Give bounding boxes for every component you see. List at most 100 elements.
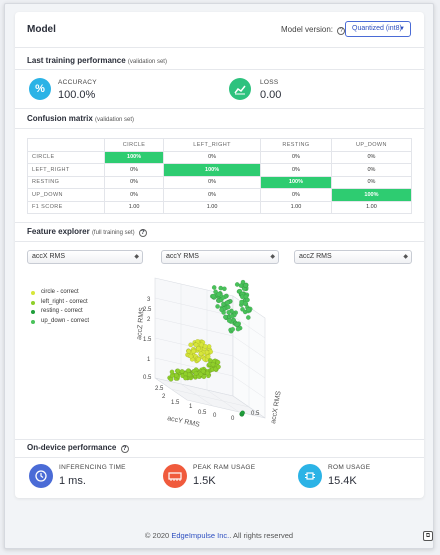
- footer: © 2020 EdgeImpulse Inc.. All rights rese…: [5, 531, 433, 540]
- loss-label: LOSS: [260, 79, 279, 86]
- scatter-point: [200, 368, 206, 374]
- help-icon[interactable]: ?: [138, 229, 147, 237]
- scatter-point: [188, 353, 194, 359]
- y-tick-label: 1: [189, 404, 193, 410]
- chevron-down-icon: ▼: [399, 26, 405, 32]
- ondevice-title: On-device performance: [27, 443, 117, 452]
- scatter-point: [198, 351, 204, 357]
- x-tick-label: 0.5: [251, 411, 260, 417]
- legend-label: resting - correct: [41, 308, 83, 314]
- z-axis-select[interactable]: accZ RMS ◆: [294, 250, 412, 264]
- scatter-point: [243, 300, 248, 306]
- x-tick-label: 0: [231, 416, 235, 422]
- scatter-point: [226, 318, 232, 323]
- scatter-point: [222, 314, 228, 320]
- legend-item[interactable]: resting - correct: [31, 308, 89, 318]
- legend-swatch: [31, 300, 35, 305]
- scatter-point: [216, 291, 222, 297]
- explorer-title: Feature explorer: [27, 227, 90, 236]
- training-subtitle: (validation set): [127, 59, 167, 65]
- scatter-point: [183, 375, 188, 381]
- z-axis-title: accZ RMS: [136, 307, 146, 340]
- scatter-point: [196, 356, 201, 362]
- scatter-point: [215, 359, 221, 365]
- scatter-point: [213, 289, 218, 295]
- z-tick-label: 2.5: [143, 307, 152, 313]
- column-header: UP_DOWN: [330, 138, 413, 152]
- scatter-point: [245, 315, 251, 320]
- row-header: UP_DOWN: [27, 188, 105, 202]
- chevron-updown-icon: ◆: [270, 254, 275, 260]
- y-tick-label: 1.5: [171, 400, 180, 406]
- scatter-point: [188, 342, 194, 348]
- y-tick-label: 2: [162, 394, 166, 400]
- scatter-point: [240, 410, 245, 416]
- table-cell: 1.00: [330, 200, 413, 214]
- table-cell: 0%: [103, 175, 165, 189]
- table-cell: 0%: [330, 150, 413, 164]
- legend-item[interactable]: up_down - correct: [31, 318, 89, 328]
- scatter-point: [216, 364, 221, 370]
- inferencing-value: 1 ms.: [59, 475, 86, 487]
- table-cell: 0%: [260, 163, 332, 177]
- z-tick-label: 2: [147, 317, 151, 323]
- table-cell: 0%: [163, 188, 262, 202]
- model-version-select[interactable]: Quantized (int8) ▼: [345, 21, 411, 37]
- divider: [15, 439, 424, 440]
- legend-label: up_down - correct: [41, 317, 90, 324]
- legend-label: circle - correct: [41, 289, 79, 295]
- rom-value: 15.4K: [328, 475, 357, 487]
- table-cell: 0%: [330, 163, 413, 177]
- scatter-point: [205, 354, 211, 359]
- percent-icon: %: [29, 78, 51, 100]
- scatter-point: [202, 343, 208, 349]
- scatter-point: [219, 307, 224, 313]
- column-header: CIRCLE: [103, 138, 165, 152]
- confusion-section-title: Confusion matrix (validation set): [27, 114, 134, 123]
- scatter-point: [243, 282, 248, 288]
- copyright-text: © 2020: [144, 531, 170, 540]
- x-axis-title: accX RMS: [270, 390, 283, 424]
- y-axis-value: accY RMS: [166, 253, 199, 260]
- company-link[interactable]: EdgeImpulse Inc.: [171, 531, 230, 540]
- table-cell: 0%: [330, 175, 413, 189]
- divider: [15, 128, 424, 129]
- accuracy-label: ACCURACY: [58, 79, 97, 86]
- legend-swatch: [31, 291, 35, 295]
- y-axis-select[interactable]: accY RMS ◆: [161, 250, 279, 264]
- legend-item[interactable]: left_right - correct: [31, 299, 89, 309]
- legend-item[interactable]: circle - correct: [31, 289, 89, 299]
- ram-value: 1.5K: [193, 475, 216, 487]
- scatter-point: [234, 322, 240, 327]
- model-version-label: Model version: ?: [281, 25, 346, 35]
- row-header: CIRCLE: [27, 150, 105, 164]
- scatter-point: [193, 342, 199, 348]
- feature-scatter-plot[interactable]: 3 2.5 2 1.5 1 0.5 accZ RMS 2.5 2 1.5 1 0…: [125, 268, 305, 438]
- scatter-point: [210, 293, 216, 299]
- help-icon[interactable]: ?: [120, 445, 129, 453]
- app-frame: Model Model version: ? Quantized (int8) …: [4, 3, 434, 549]
- help-icon[interactable]: ?: [337, 27, 346, 35]
- y-axis-title: accY RMS: [167, 415, 201, 429]
- plot-legend: circle - correct left_right - correct re…: [31, 289, 89, 327]
- scatter-point: [210, 362, 216, 367]
- expand-icon[interactable]: ⧉: [423, 531, 433, 541]
- z-tick-label: 0.5: [143, 375, 152, 381]
- table-corner-cell: [27, 138, 105, 152]
- table-cell: 100%: [330, 188, 413, 202]
- scatter-point: [240, 306, 245, 312]
- scatter-point: [246, 307, 251, 312]
- explorer-section-title: Feature explorer (full training set) ?: [27, 227, 147, 237]
- divider: [15, 457, 424, 458]
- scatter-points: [167, 279, 253, 417]
- clock-icon: [29, 464, 53, 488]
- z-tick-label: 1.5: [143, 337, 152, 343]
- scatter-point: [175, 368, 181, 374]
- line-chart-icon: [229, 78, 251, 100]
- x-axis-select[interactable]: accX RMS ◆: [27, 250, 143, 264]
- scatter-point: [201, 374, 207, 380]
- table-row: UP_DOWN 0% 0% 0% 100%: [27, 188, 413, 202]
- divider: [15, 108, 424, 109]
- scatter-point: [173, 373, 179, 378]
- x-axis-value: accX RMS: [32, 253, 66, 260]
